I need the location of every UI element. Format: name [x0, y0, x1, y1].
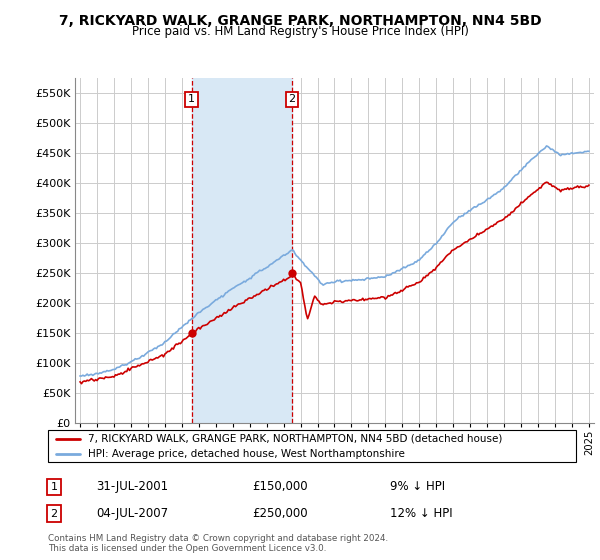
- Text: 31-JUL-2001: 31-JUL-2001: [96, 480, 168, 493]
- FancyBboxPatch shape: [48, 430, 576, 462]
- Text: 2: 2: [50, 508, 58, 519]
- Text: 1: 1: [50, 482, 58, 492]
- Text: Contains HM Land Registry data © Crown copyright and database right 2024.
This d: Contains HM Land Registry data © Crown c…: [48, 534, 388, 553]
- Text: Price paid vs. HM Land Registry's House Price Index (HPI): Price paid vs. HM Land Registry's House …: [131, 25, 469, 38]
- Bar: [191, 78, 292, 423]
- Text: 9% ↓ HPI: 9% ↓ HPI: [390, 480, 445, 493]
- Text: 1: 1: [188, 95, 195, 104]
- Text: £250,000: £250,000: [252, 507, 308, 520]
- Text: 7, RICKYARD WALK, GRANGE PARK, NORTHAMPTON, NN4 5BD (detached house): 7, RICKYARD WALK, GRANGE PARK, NORTHAMPT…: [88, 433, 502, 444]
- Text: 2: 2: [289, 95, 296, 104]
- Text: HPI: Average price, detached house, West Northamptonshire: HPI: Average price, detached house, West…: [88, 449, 404, 459]
- Text: 12% ↓ HPI: 12% ↓ HPI: [390, 507, 452, 520]
- Text: 04-JUL-2007: 04-JUL-2007: [96, 507, 168, 520]
- Text: £150,000: £150,000: [252, 480, 308, 493]
- Text: 7, RICKYARD WALK, GRANGE PARK, NORTHAMPTON, NN4 5BD: 7, RICKYARD WALK, GRANGE PARK, NORTHAMPT…: [59, 14, 541, 28]
